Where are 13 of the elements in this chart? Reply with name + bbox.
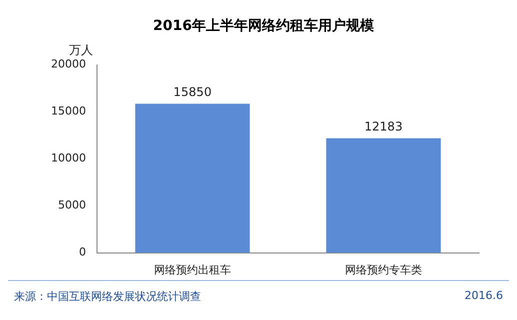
y-tick-label: 5000 (58, 198, 86, 212)
chart-title: 2016年上半年网络约租车用户规模 (153, 17, 375, 34)
y-axis-title: 万人 (68, 42, 93, 57)
x-tick-label: 网络预约专车类 (345, 263, 422, 276)
source-note: 来源：中国互联网络发展状况统计调查 (14, 289, 201, 304)
text: 2016.6 (464, 289, 503, 304)
data-label: 12183 (364, 119, 403, 134)
y-tick-label: 0 (78, 246, 86, 259)
y-tick-label: 20000 (50, 58, 86, 71)
y-tick-label: 15000 (50, 104, 86, 118)
x-tick-label: 网络预约出租车 (154, 263, 231, 276)
y-tick-label: 10000 (50, 152, 86, 165)
data-label: 15850 (173, 84, 212, 99)
